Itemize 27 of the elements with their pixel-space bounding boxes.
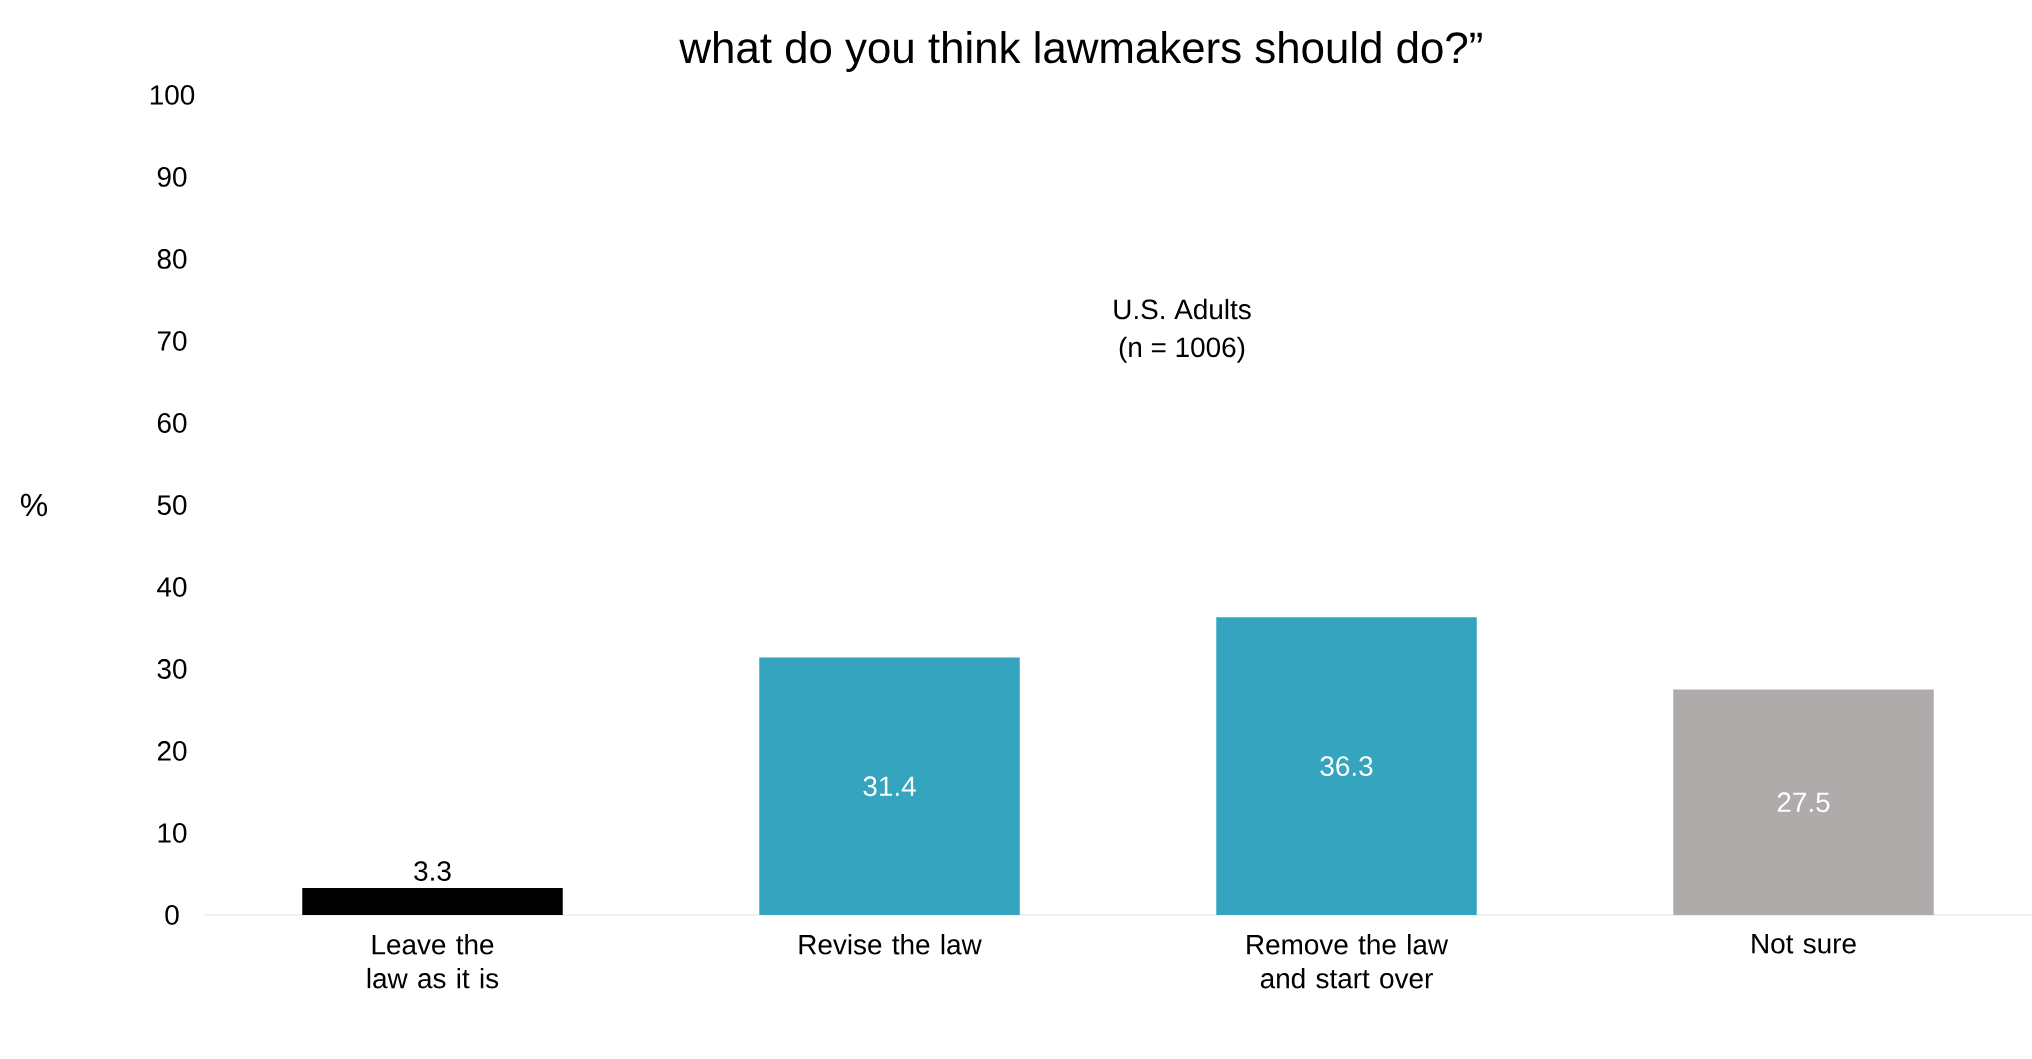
data-label: 27.5 (1777, 792, 1830, 813)
y-tick-label: 0 (165, 905, 179, 925)
y-tick-label: 50 (157, 495, 187, 515)
annotation: U.S. Adults (1114, 298, 1251, 320)
x-tick-label: Leave the law as it is (367, 934, 499, 989)
bar (302, 887, 563, 915)
x-tick-label: Revise the law (799, 934, 982, 955)
y-tick-label: 100 (150, 85, 195, 105)
y-tick-label: 10 (158, 823, 187, 843)
data-label: 36.3 (1320, 756, 1373, 777)
y-tick-label: 20 (157, 741, 187, 761)
x-tick-label: Remove the law and start over (1247, 934, 1449, 989)
annotation: (n = 1006) (1119, 336, 1245, 363)
y-tick-label: 40 (157, 577, 187, 597)
bar (1216, 617, 1477, 915)
x-tick-label: Not sure (1752, 934, 1856, 954)
y-tick-label: 30 (157, 659, 187, 679)
y-axis-title: % (20, 493, 48, 517)
chart-title: what do you think lawmakers should do?” (679, 31, 1482, 72)
y-tick-label: 80 (157, 249, 187, 269)
bar (1673, 689, 1934, 915)
y-tick-label: 90 (157, 167, 187, 187)
y-tick-label: 70 (157, 331, 187, 351)
data-label: 3.3 (414, 861, 451, 881)
data-label: 31.4 (863, 776, 916, 797)
y-tick-label: 60 (157, 413, 187, 433)
bar (759, 657, 1020, 915)
